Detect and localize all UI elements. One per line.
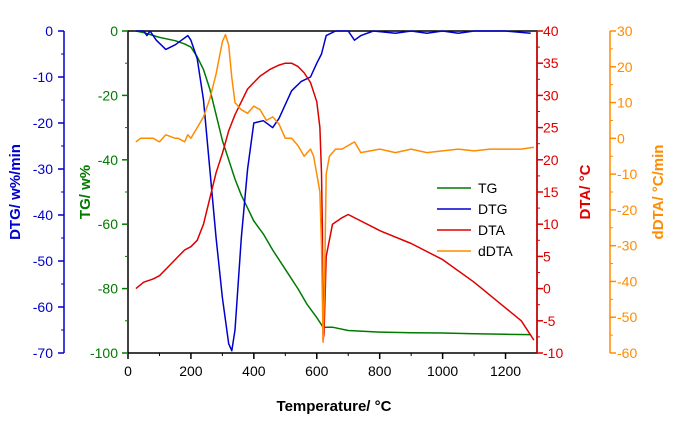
dta-tick-label: 5 <box>543 248 551 264</box>
dta-tick-label: 20 <box>543 152 559 168</box>
legend-label-ddta: dDTA <box>478 243 513 259</box>
ddta-tick-label: -20 <box>617 202 637 218</box>
series-ddta-line <box>135 33 535 344</box>
dta-tick-label: 30 <box>543 87 559 103</box>
x-tick-label: 1000 <box>427 363 458 379</box>
dtg-tick-label: -20 <box>33 115 53 131</box>
x-axis-label: Temperature/ °C <box>277 398 392 415</box>
ddta-tick-label: -40 <box>617 273 637 289</box>
ddta-tick-label: -30 <box>617 238 637 254</box>
dta-tick-label: 40 <box>543 23 559 39</box>
x-tick-label: 200 <box>179 363 203 379</box>
ddta-tick-label: 10 <box>617 95 633 111</box>
dta-tick-label: 10 <box>543 216 559 232</box>
dta-tick-label: 35 <box>543 55 559 71</box>
dta-tick-label: 0 <box>543 281 551 297</box>
dta-axis-label: DTA/ °C <box>577 164 594 219</box>
ddta-tick-label: 0 <box>617 130 625 146</box>
dta-tick-label: 15 <box>543 184 559 200</box>
ddta-axis-label: dDTA/ °C/min <box>650 145 667 240</box>
axes-layer: 0 200 400 600 800 1000 12000-10-20-30-40-50-60… <box>33 23 638 379</box>
axis-titles: Temperature/ °C DTG/ w%/min TG/ w% DTA/ … <box>7 144 667 415</box>
tg-axis-label: TG/ w% <box>77 165 94 219</box>
legend: TG DTG DTA dDTA <box>437 180 513 259</box>
ddta-tick-label: 20 <box>617 59 633 75</box>
dta-tick-label: 25 <box>543 120 559 136</box>
tg-tick-label: -100 <box>90 345 118 361</box>
legend-label-dta: DTA <box>478 222 506 238</box>
dtg-tick-label: -30 <box>33 161 53 177</box>
tg-tick-label: 0 <box>110 23 118 39</box>
dta-tick-label: -10 <box>543 345 563 361</box>
series-dtg-line <box>135 30 531 352</box>
dtg-tick-label: 0 <box>45 23 53 39</box>
dtg-axis-label: DTG/ w%/min <box>7 144 24 240</box>
x-tick-label: 1200 <box>490 363 521 379</box>
x-tick-label: 600 <box>305 363 329 379</box>
tg-tick-label: -40 <box>98 152 118 168</box>
ddta-tick-label: -60 <box>617 345 637 361</box>
series-dta-line <box>135 62 535 341</box>
dtg-tick-label: -70 <box>33 345 53 361</box>
series-layer <box>135 30 535 352</box>
dtg-tick-label: -50 <box>33 253 53 269</box>
x-tick-label: 800 <box>368 363 392 379</box>
dta-tick-label: -5 <box>543 313 556 329</box>
x-tick-label: 400 <box>242 363 266 379</box>
ddta-tick-label: -50 <box>617 309 637 325</box>
dtg-tick-label: -40 <box>33 207 53 223</box>
ddta-tick-label: -10 <box>617 166 637 182</box>
series-tg-line <box>135 30 531 336</box>
tg-tick-label: -80 <box>98 281 118 297</box>
ddta-tick-label: 30 <box>617 23 633 39</box>
legend-label-tg: TG <box>478 180 497 196</box>
tg-tick-label: -60 <box>98 216 118 232</box>
legend-label-dtg: DTG <box>478 201 508 217</box>
dtg-tick-label: -10 <box>33 69 53 85</box>
tg-tick-label: -20 <box>98 87 118 103</box>
x-tick-label: 0 <box>124 363 132 379</box>
dtg-tick-label: -60 <box>33 299 53 315</box>
